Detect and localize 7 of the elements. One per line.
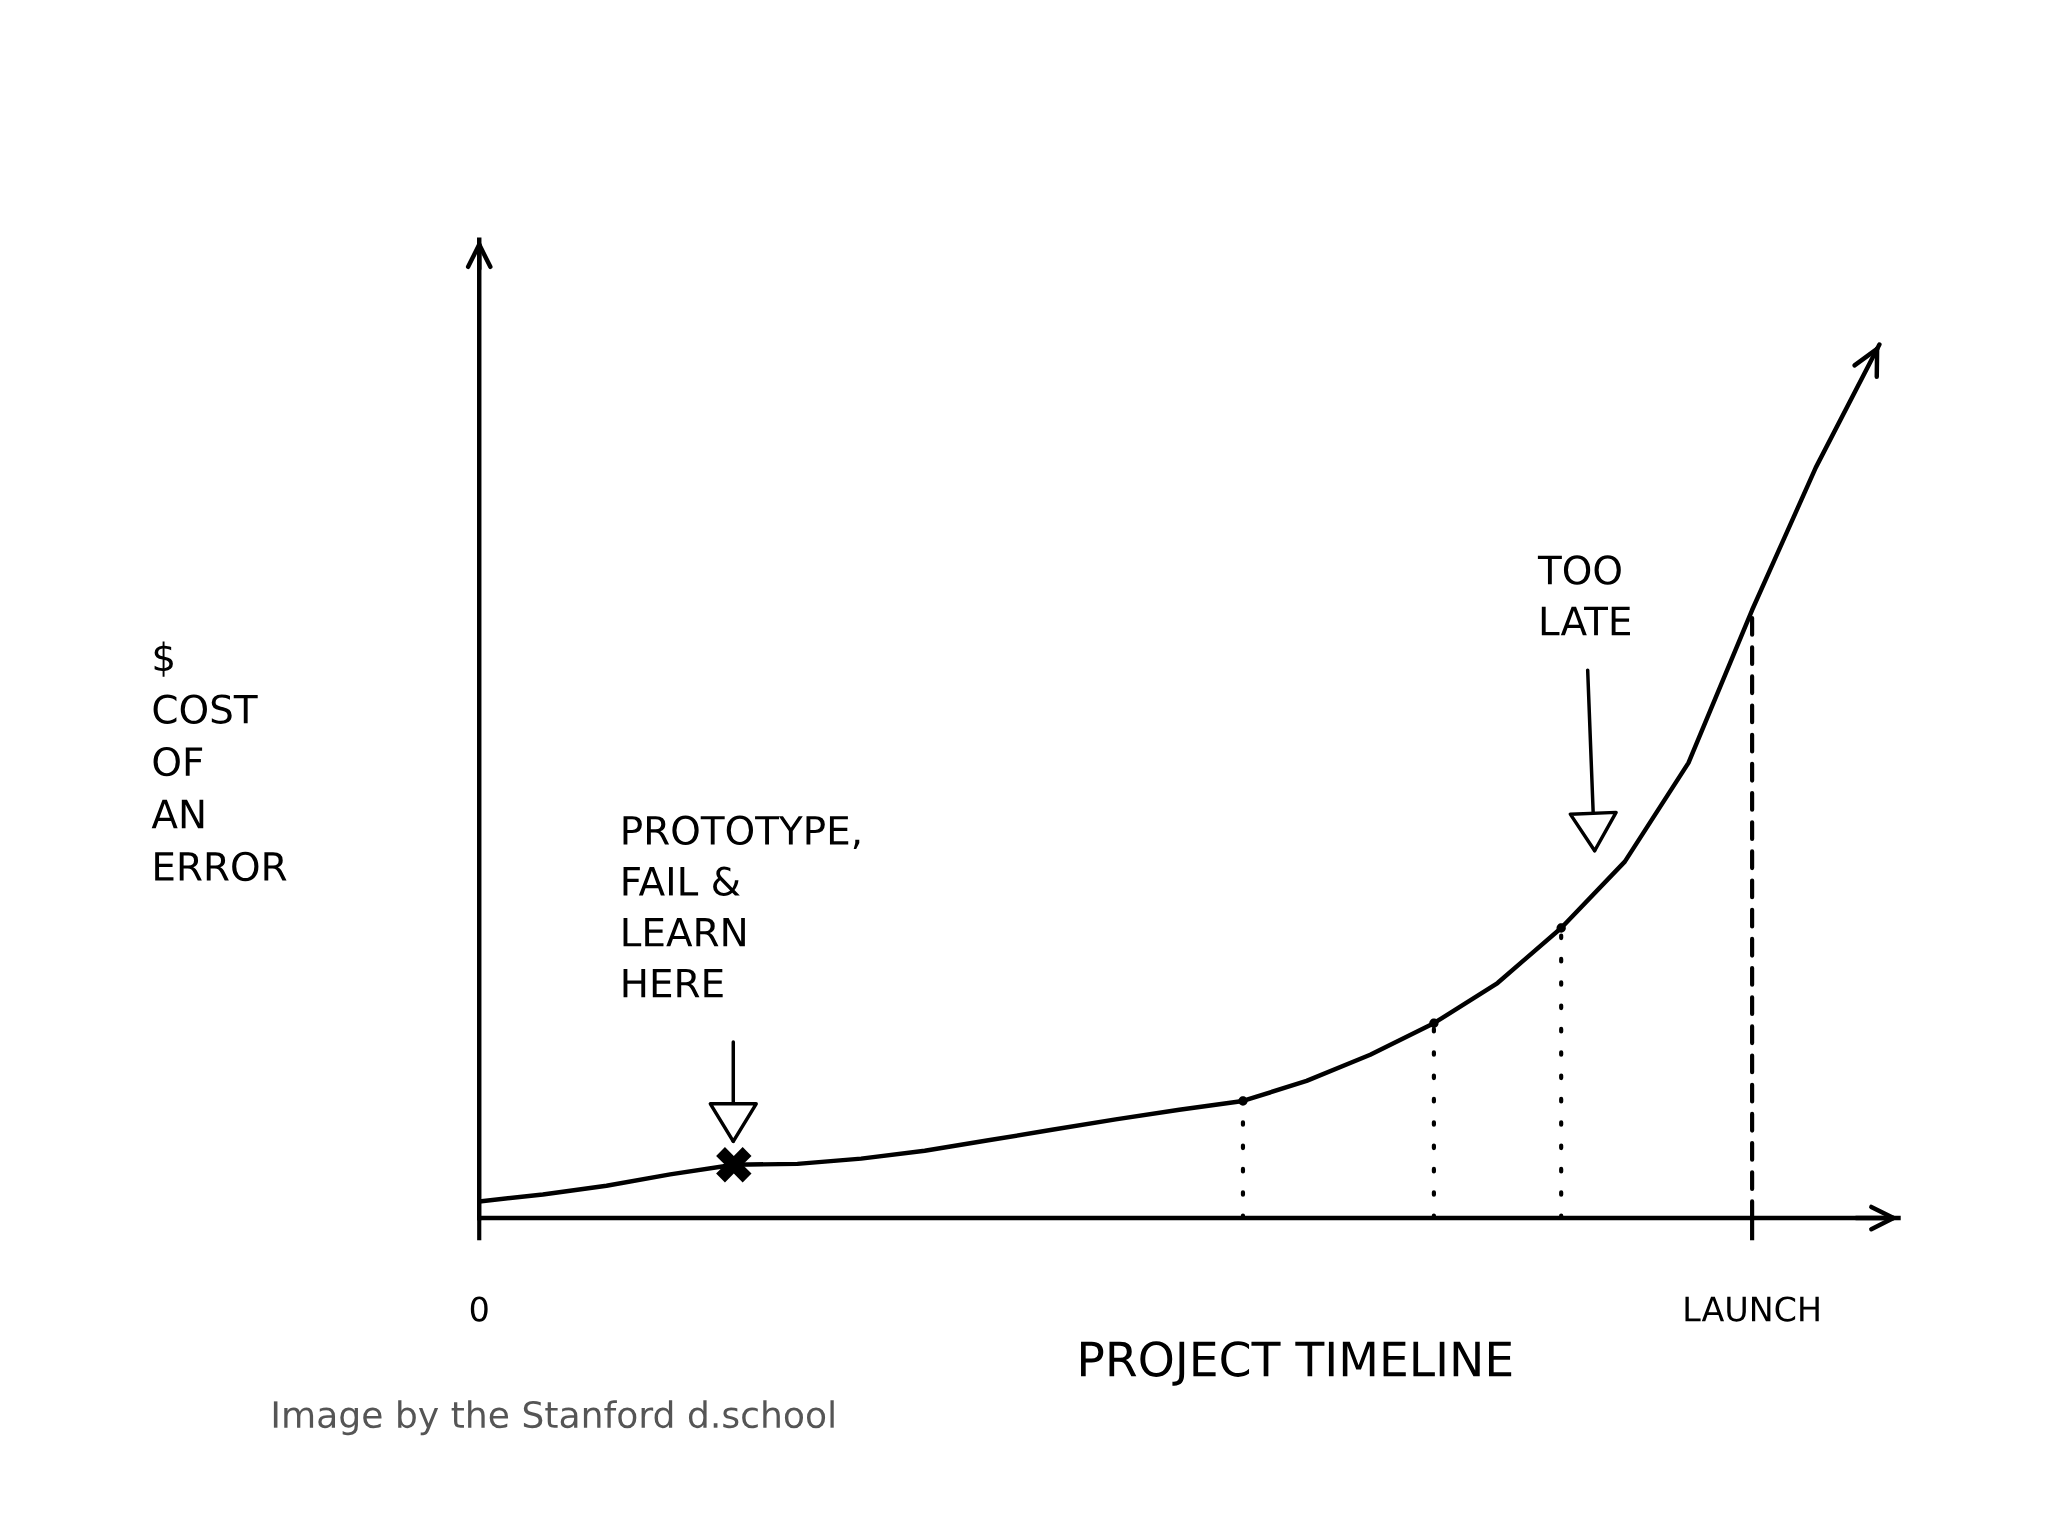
x-axis-title: PROJECT TIMELINE bbox=[1081, 1341, 1512, 1386]
y-axis-title: $ COST OF AN ERROR bbox=[151, 641, 287, 882]
x-tick-label: 0 bbox=[470, 1296, 488, 1322]
x-tick-label: LAUNCH bbox=[1685, 1296, 1819, 1322]
text: Image by the Stanford d.school bbox=[273, 1400, 834, 1436]
annotation: TOO LATE bbox=[1537, 555, 1630, 636]
annotation: PROTOTYPE, FAIL & LEARN HERE bbox=[623, 815, 860, 998]
